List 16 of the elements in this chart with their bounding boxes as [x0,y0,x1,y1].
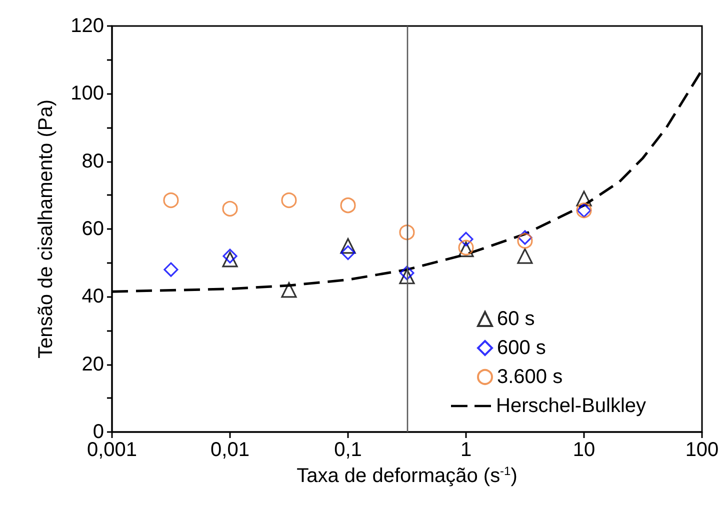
legend-label: 60 s [497,308,535,330]
legend-label: Herschel-Bulkley [496,395,646,417]
y-tick-label: 40 [82,286,104,308]
legend-label: 600 s [497,337,546,359]
x-tick-label: 0,1 [334,439,362,461]
y-tick-label: 80 [82,150,104,172]
y-axis-title: Tensão de cisalhamento (Pa) [35,99,57,359]
x-tick-label: 10 [572,439,596,461]
y-tick-label: 60 [82,218,104,240]
y-tick-label: 100 [70,82,104,105]
x-tick-label: 1 [460,439,472,461]
x-tick-label: 100 [685,439,719,461]
legend-label: 3.600 s [497,366,563,388]
x-tick-label: 0,01 [210,439,250,461]
y-tick-label: 20 [82,353,104,376]
y-tick-label: 120 [70,15,104,37]
